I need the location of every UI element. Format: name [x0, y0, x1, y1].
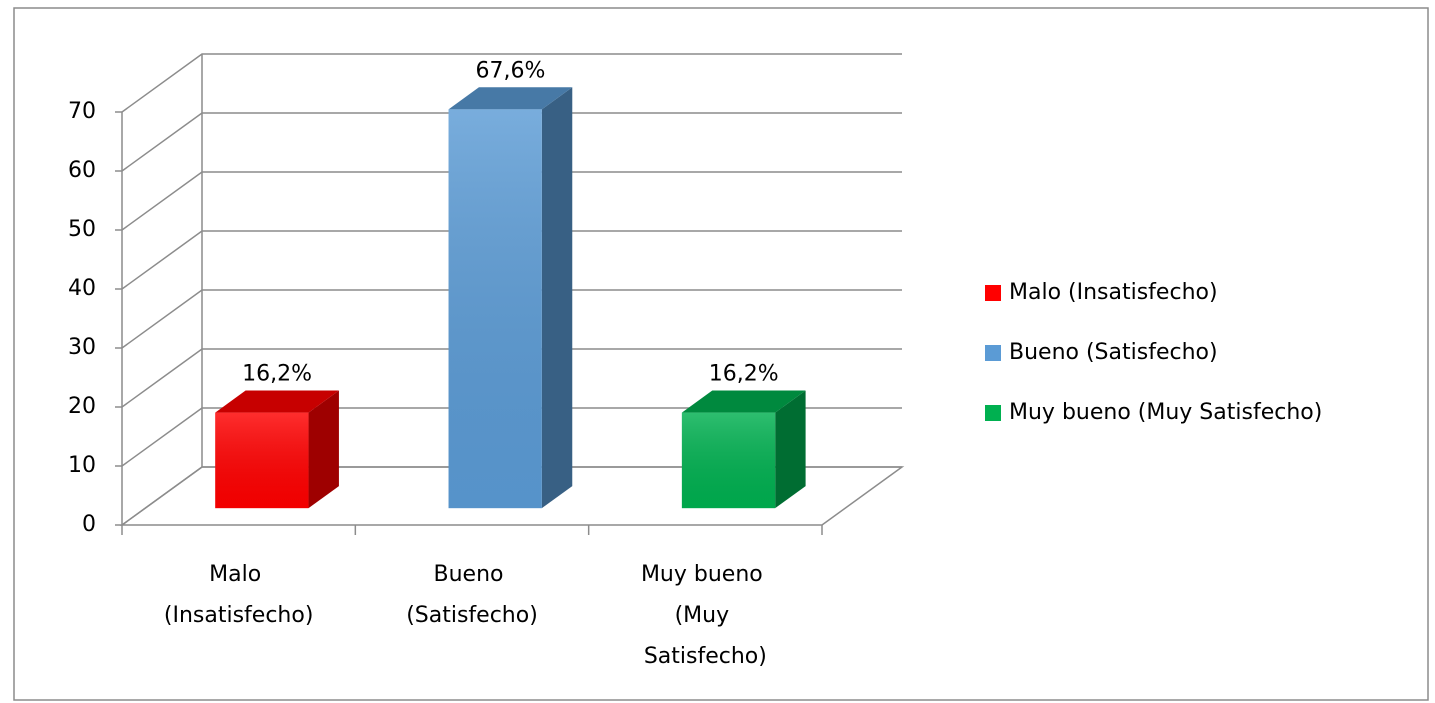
y-tick-label: 20: [68, 394, 96, 419]
value-label: 16,2%: [709, 362, 779, 387]
legend-swatch: [985, 285, 1001, 301]
bar-side: [775, 390, 806, 509]
y-tick-label: 70: [68, 99, 96, 124]
bar-side: [541, 87, 573, 509]
legend-swatch: [985, 345, 1001, 361]
bar-top: [448, 87, 573, 110]
grid-line: [121, 230, 902, 290]
grid-line: [121, 112, 902, 172]
bar-top: [215, 390, 339, 413]
bar: [681, 390, 806, 509]
y-tick-label: 40: [68, 276, 96, 301]
bar-front-shade: [448, 109, 542, 509]
chart-frame: [13, 7, 1429, 701]
bar-front-shade: [215, 412, 309, 509]
grid-line: [121, 407, 902, 467]
value-label: 67,6%: [475, 58, 545, 83]
x-tick-label: Muy bueno (Muy Satisfecho): [641, 562, 770, 669]
x-tick-label: Bueno (Satisfecho): [406, 562, 538, 628]
y-tick-label: 0: [82, 512, 96, 537]
bar-side: [308, 390, 339, 509]
value-label: 16,2%: [242, 362, 312, 387]
bar: [215, 390, 339, 509]
legend-label: Muy bueno (Muy Satisfecho): [1009, 400, 1322, 425]
x-tick-label: Malo (Insatisfecho): [164, 562, 314, 628]
grid-line: [121, 171, 902, 231]
y-tick-label: 30: [68, 335, 96, 360]
bar-top: [681, 390, 806, 413]
y-tick-label: 10: [68, 453, 96, 478]
y-tick-label: 50: [68, 217, 96, 242]
grid-line: [121, 348, 902, 408]
bar: [448, 87, 573, 509]
bar-front-shade: [681, 412, 776, 509]
y-tick-label: 60: [68, 158, 96, 183]
legend-label: Malo (Insatisfecho): [1009, 280, 1218, 305]
grid-line: [121, 53, 902, 113]
grid-line: [121, 466, 902, 526]
legend-label: Bueno (Satisfecho): [1009, 340, 1218, 365]
legend-swatch: [985, 405, 1001, 421]
grid-line: [121, 289, 902, 349]
